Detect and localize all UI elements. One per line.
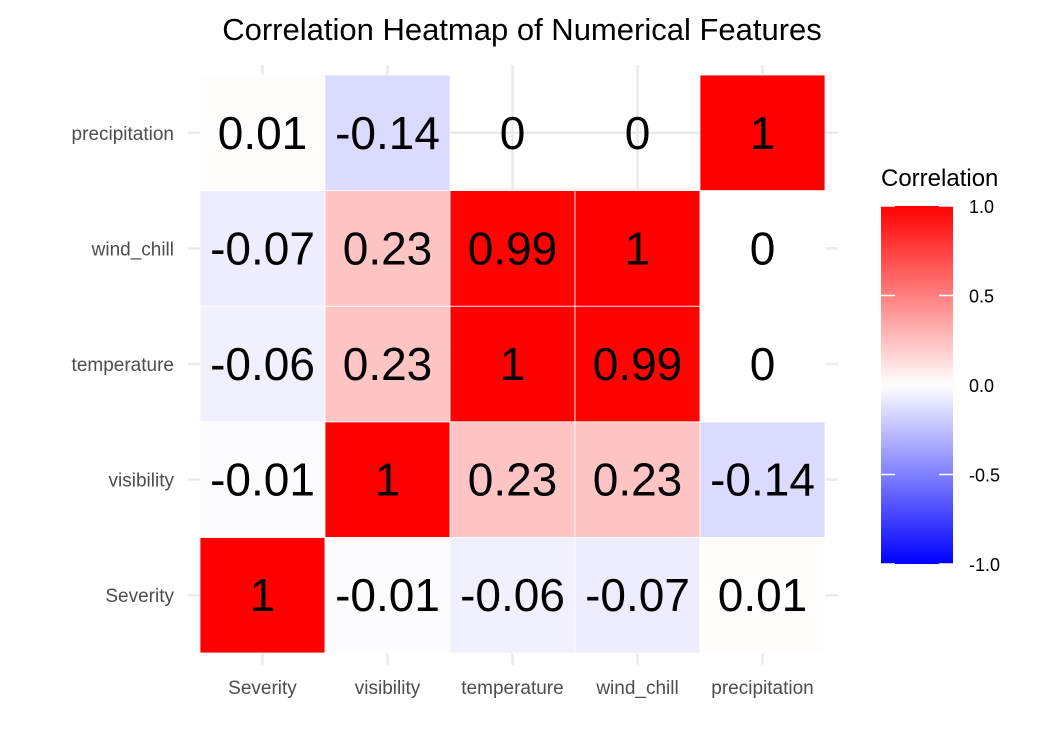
heatmap-cell-severity-temperature <box>449 537 576 654</box>
cell-label-severity-severity: 1 <box>250 569 276 621</box>
chart-title: Correlation Heatmap of Numerical Feature… <box>222 12 822 47</box>
heatmap-cell-severity-visibility <box>324 537 451 654</box>
cell-label-severity-wind-chill: -0.07 <box>585 569 690 621</box>
heatmap-cell-wind-chill-wind-chill <box>574 190 701 307</box>
cell-label-wind-chill-temperature: 0.99 <box>468 222 558 274</box>
legend-title: Correlation <box>881 165 998 192</box>
heatmap-cell-severity-precipitation <box>699 537 826 654</box>
cell-label-precipitation-precipitation: 1 <box>750 107 776 159</box>
heatmap-cell-temperature-severity <box>199 305 326 423</box>
legend-tick-label: -1.0 <box>969 555 1000 575</box>
x-tick-label-visibility: visibility <box>355 678 421 699</box>
y-tick-label-temperature: temperature <box>72 355 174 376</box>
cell-label-precipitation-wind-chill: 0 <box>625 107 651 159</box>
heatmap-cell-precipitation-visibility <box>324 74 451 191</box>
heatmap-cell-precipitation-severity <box>199 74 326 191</box>
y-tick-label-precipitation: precipitation <box>72 124 174 145</box>
cell-label-precipitation-severity: 0.01 <box>218 107 308 159</box>
cell-label-visibility-wind-chill: 0.23 <box>593 454 683 506</box>
y-tick-label-wind-chill: wind_chill <box>91 239 174 260</box>
cell-label-wind-chill-precipitation: 0 <box>750 222 776 274</box>
cell-label-wind-chill-severity: -0.07 <box>210 222 315 274</box>
cell-label-temperature-wind-chill: 0.99 <box>593 338 683 390</box>
cell-label-visibility-precipitation: -0.14 <box>710 454 815 506</box>
heatmap-cell-visibility-temperature <box>449 421 576 538</box>
y-tick-label-severity: Severity <box>105 586 174 607</box>
cell-label-severity-temperature: -0.06 <box>460 569 565 621</box>
heatmap-cell-precipitation-precipitation <box>699 74 826 191</box>
cell-label-temperature-visibility: 0.23 <box>343 338 433 390</box>
legend: Correlation 1.0 0.5 0.0 -0.5 -1.0 <box>881 165 1000 575</box>
y-axis-tick-labels: Severity visibility temperature wind_chill p… <box>72 124 175 607</box>
cell-label-temperature-temperature: 1 <box>500 338 526 390</box>
cell-label-visibility-severity: -0.01 <box>210 454 315 506</box>
legend-tick-label: -0.5 <box>969 466 1000 486</box>
legend-tick-label: 0.5 <box>969 287 994 307</box>
heatmap-cell-visibility-visibility <box>324 421 451 538</box>
legend-tick-label: 1.0 <box>969 197 994 217</box>
heatmap-cell-severity-wind-chill <box>574 537 701 654</box>
cell-label-temperature-precipitation: 0 <box>750 338 776 390</box>
heatmap-cell-temperature-visibility <box>324 305 451 423</box>
cell-label-temperature-severity: -0.06 <box>210 338 315 390</box>
heatmap-cell-visibility-severity <box>199 421 326 538</box>
heatmap-cell-wind-chill-visibility <box>324 190 451 307</box>
x-axis-tick-labels: Severity visibility temperature wind_chill p… <box>228 678 814 699</box>
heatmap-cells <box>199 74 826 654</box>
cell-label-visibility-temperature: 0.23 <box>468 454 558 506</box>
cell-label-wind-chill-visibility: 0.23 <box>343 222 433 274</box>
y-tick-label-visibility: visibility <box>109 471 175 492</box>
heatmap-cell-wind-chill-precipitation <box>699 190 826 307</box>
legend-tick-label: 0.0 <box>969 376 994 396</box>
cell-label-severity-visibility: -0.01 <box>335 569 440 621</box>
cell-label-visibility-visibility: 1 <box>375 454 401 506</box>
cell-label-wind-chill-wind-chill: 1 <box>625 222 651 274</box>
cell-label-precipitation-temperature: 0 <box>500 107 526 159</box>
heatmap-cell-visibility-precipitation <box>699 421 826 538</box>
x-tick-label-temperature: temperature <box>461 678 563 699</box>
heatmap-cell-wind-chill-severity <box>199 190 326 307</box>
x-tick-label-precipitation: precipitation <box>711 678 813 699</box>
legend-ticks: 1.0 0.5 0.0 -0.5 -1.0 <box>881 197 1000 575</box>
heatmap-cell-labels: 1 -0.01 -0.06 -0.07 0.01 -0.01 1 0.23 0.23 -0.14 -… <box>210 107 815 621</box>
heatmap-cell-temperature-temperature <box>449 305 576 423</box>
heatmap-cell-wind-chill-temperature <box>449 190 576 307</box>
cell-label-precipitation-visibility: -0.14 <box>335 107 440 159</box>
x-tick-label-wind-chill: wind_chill <box>595 678 678 699</box>
x-tick-label-severity: Severity <box>228 678 297 699</box>
cell-label-severity-precipitation: 0.01 <box>718 569 808 621</box>
heatmap-cell-visibility-wind-chill <box>574 421 701 538</box>
